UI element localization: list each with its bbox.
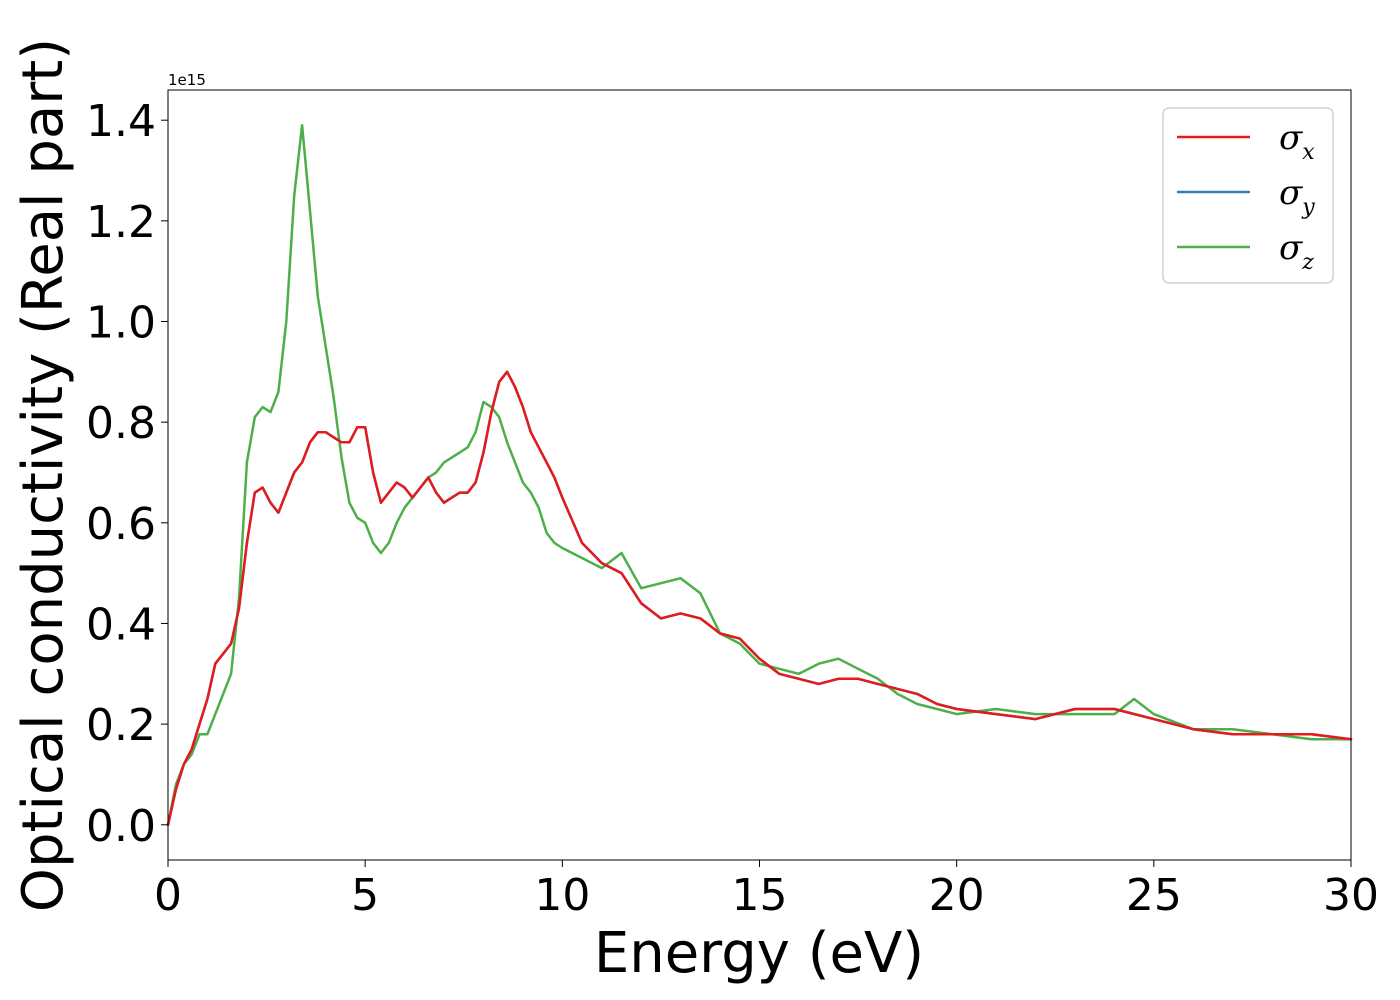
x-tick-label: 15 [732, 870, 788, 921]
y-tick-label: 0.2 [86, 700, 156, 751]
y-tick-label: 0.0 [86, 801, 156, 852]
legend-subscript: y [1301, 195, 1315, 220]
y-tick-label: 0.8 [86, 398, 156, 449]
series-line-y [166, 370, 1353, 827]
legend-subscript: x [1302, 140, 1315, 165]
series-layer [166, 123, 1353, 827]
y-axis-ticks: 0.0 0.2 0.4 0.6 0.8 1.0 1.2 1.4 [86, 96, 168, 852]
x-tick-label: 0 [154, 870, 182, 921]
legend-subscript: z [1301, 250, 1314, 275]
y-tick-label: 0.6 [86, 499, 156, 550]
x-axis-label: Energy (eV) [594, 921, 924, 986]
x-tick-label: 30 [1323, 870, 1379, 921]
y-tick-label: 1.2 [86, 197, 156, 248]
y-axis-label: Optical conductivity (Real part) [11, 38, 76, 912]
legend-label-x: σx [1279, 118, 1315, 165]
legend-label-y: σy [1279, 173, 1315, 220]
x-tick-label: 10 [534, 870, 590, 921]
series-line-x [166, 370, 1353, 827]
x-tick-label: 25 [1126, 870, 1182, 921]
legend-symbol: σ [1279, 118, 1303, 158]
series-line-z [166, 123, 1353, 827]
legend-box [1162, 107, 1334, 284]
legend-symbol: σ [1279, 173, 1303, 213]
y-tick-label: 0.4 [86, 599, 156, 650]
legend-symbol: σ [1279, 228, 1303, 268]
y-axis-offset-text: 1e15 [168, 71, 206, 89]
y-tick-label: 1.0 [86, 298, 156, 349]
x-axis-ticks: 0 5 10 15 20 25 30 [154, 860, 1379, 921]
legend-label-z: σz [1279, 228, 1314, 275]
y-tick-label: 1.4 [86, 96, 156, 147]
x-tick-label: 20 [929, 870, 985, 921]
x-tick-label: 5 [351, 870, 379, 921]
